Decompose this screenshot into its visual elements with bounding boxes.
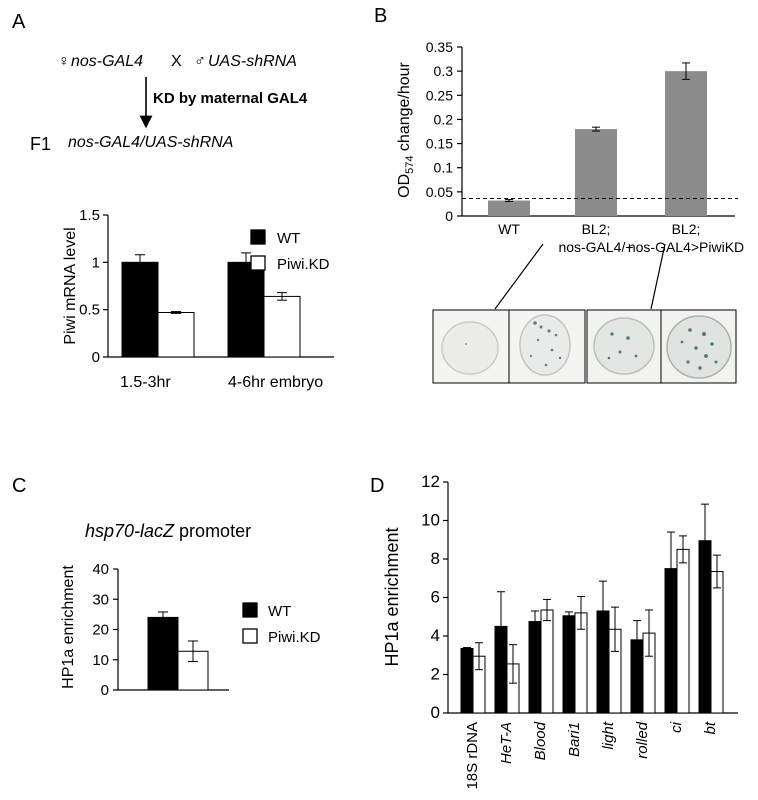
x-tick-label: WT	[498, 221, 520, 237]
bar	[665, 71, 707, 217]
y-tick-label: 0	[101, 682, 109, 699]
legend-swatch	[250, 255, 266, 271]
chart-c-title: hsp70-lacZ promoter	[85, 521, 251, 541]
bar	[528, 621, 542, 714]
panel-c-letter: C	[12, 475, 26, 497]
x-tick-label: 4-6hr embryo	[228, 374, 323, 391]
x-tick-label: Bari1	[566, 722, 583, 757]
y-tick-label: 4	[431, 626, 440, 645]
y-tick-label: 0	[445, 208, 453, 224]
bar	[157, 312, 195, 358]
y-tick-label: 0	[431, 703, 440, 722]
panel-b-letter: B	[374, 5, 387, 27]
y-tick-label: 0	[92, 349, 100, 366]
y-tick-label: 12	[421, 472, 440, 491]
cross-male-genotype: UAS-shRNA	[208, 53, 297, 70]
y-axis-label: HP1a enrichment	[60, 565, 77, 689]
legend-label: WT	[268, 603, 291, 620]
bar	[575, 129, 617, 216]
embryo-image-pair-left	[432, 309, 586, 384]
cross-female-genotype: nos-GAL4	[71, 53, 143, 70]
panel-c: C hsp70-lacZ promoter 0 10 20 30 40 HP1a enri…	[12, 475, 321, 699]
bar	[676, 548, 690, 714]
bar	[488, 200, 530, 216]
panel-d-letter: D	[370, 475, 384, 497]
cross-times: X	[171, 53, 182, 70]
y-tick-label: 0.3	[434, 63, 454, 79]
y-tick-label: 6	[431, 588, 440, 607]
y-tick-label: 40	[92, 561, 109, 578]
y-tick-label: 1.5	[79, 207, 100, 224]
y-tick-label: 10	[92, 652, 109, 669]
x-tick-label: light	[600, 721, 617, 749]
embryo-image	[519, 314, 571, 376]
y-axis-label: Piwi mRNA level	[62, 227, 79, 344]
panel-b: B 0 0.05 0.1 0.15 0.2 0.25 0.3 0.35 OD574 change…	[374, 5, 744, 384]
cross-arrow-label: KD by maternal GAL4	[153, 90, 308, 107]
x-tick-label: ci	[668, 721, 685, 733]
f1-label: F1	[30, 134, 51, 154]
y-axis-label: OD574 change/hour	[396, 61, 416, 197]
y-tick-label: 10	[421, 511, 440, 530]
legend-label: WT	[277, 230, 300, 247]
y-tick-label: 0.2	[434, 111, 454, 127]
embryo-image	[441, 321, 499, 375]
bar	[147, 616, 179, 691]
x-tick-label: nos-GAL4/+	[558, 239, 633, 255]
legend-label: Piwi.KD	[277, 256, 330, 273]
x-tick-label: Blood	[532, 721, 549, 760]
x-tick-label: 18S rDNA	[464, 722, 481, 790]
y-tick-label: 2	[431, 665, 440, 684]
y-tick-label: 1	[92, 254, 100, 271]
y-axis-label: HP1a enrichment	[382, 527, 402, 666]
embryo-image	[593, 317, 655, 375]
genetic-cross: ♀ nos-GAL4 X ♂ UAS-shRNA KD by maternal …	[30, 53, 308, 154]
legend-swatch	[242, 602, 258, 618]
chart-od-change: 0 0.05 0.1 0.15 0.2 0.25 0.3 0.35 OD574 change/h…	[396, 39, 744, 255]
x-tick-label: nos-GAL4>PiwiKD	[628, 239, 744, 255]
panel-a-letter: A	[12, 11, 26, 33]
f1-genotype: nos-GAL4/UAS-shRNA	[68, 134, 233, 151]
y-tick-label: 0.35	[426, 39, 453, 55]
legend-label: Piwi.KD	[268, 629, 321, 646]
male-symbol: ♂	[194, 53, 206, 70]
x-tick-label: bt	[702, 721, 719, 734]
y-tick-label: 0.25	[426, 87, 453, 103]
x-tick-label: rolled	[634, 721, 651, 758]
chart-hsp70-hp1a: 0 10 20 30 40 HP1a enrichment WT Piwi.KD	[60, 561, 321, 699]
y-tick-label: 0.1	[434, 160, 454, 176]
x-tick-label: BL2;	[582, 221, 611, 237]
embryo-image-pair-right	[586, 309, 737, 384]
bar	[562, 615, 576, 714]
bar	[540, 609, 554, 714]
x-tick-label: 1.5-3hr	[120, 374, 171, 391]
callout-line-right	[650, 243, 666, 310]
y-tick-label: 30	[92, 591, 109, 608]
y-tick-label: 20	[92, 622, 109, 639]
female-symbol: ♀	[58, 53, 70, 70]
y-tick-label: 8	[431, 549, 440, 568]
panel-d: D 0 2 4 6 8 10 12 HP1a enrichment 18S rDNA HeT-A B…	[370, 472, 738, 790]
bar	[227, 261, 265, 358]
bar	[460, 648, 474, 714]
bar	[263, 295, 301, 358]
y-tick-label: 0.15	[426, 136, 453, 152]
panel-a: A ♀ nos-GAL4 X ♂ UAS-shRNA KD by materna…	[12, 11, 334, 391]
callout-line-left	[494, 243, 544, 310]
chart-hp1a-enrichment: 0 2 4 6 8 10 12 HP1a enrichment 18S rDNA HeT-A Blo…	[382, 472, 738, 790]
bar	[710, 571, 724, 714]
y-tick-label: 0.05	[426, 184, 453, 200]
x-tick-label: BL2;	[672, 221, 701, 237]
stained-embryo-images	[432, 243, 737, 384]
x-tick-label: HeT-A	[498, 722, 515, 764]
bar	[121, 261, 159, 358]
legend-swatch	[242, 628, 258, 644]
legend-swatch	[250, 229, 266, 245]
y-tick-label: 0.5	[79, 302, 100, 319]
